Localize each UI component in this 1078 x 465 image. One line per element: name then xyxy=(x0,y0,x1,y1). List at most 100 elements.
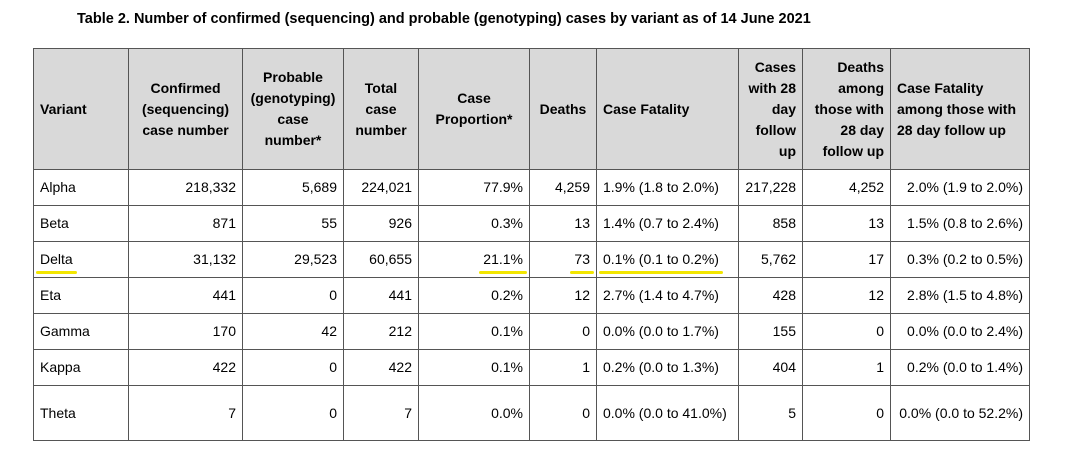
cell-fatality: 2.7% (1.4 to 4.7%) xyxy=(596,277,739,314)
cell-value: 4,252 xyxy=(848,179,884,195)
header-deaths: Deaths xyxy=(529,48,597,170)
cell-followup-fatality: 0.0% (0.0 to 2.4%) xyxy=(890,313,1030,350)
cell-followup-deaths: 17 xyxy=(802,241,891,278)
cell-value: 29,523 xyxy=(294,251,337,267)
cell-total: 926 xyxy=(343,205,419,242)
cell-deaths: 73 xyxy=(529,241,597,278)
cell-probable: 29,523 xyxy=(242,241,344,278)
cell-probable: 5,689 xyxy=(242,169,344,206)
cell-value: 0 xyxy=(329,359,337,375)
header-followup-cases: Cases with 28 day follow up xyxy=(738,48,803,170)
cell-deaths: 12 xyxy=(529,277,597,314)
cell-value: 0.2% (0.0 to 1.4%) xyxy=(907,359,1023,375)
cell-value: 12 xyxy=(868,287,884,303)
header-variant: Variant xyxy=(33,48,129,170)
cell-followup-deaths: 0 xyxy=(802,385,891,441)
cell-followup-cases: 217,228 xyxy=(738,169,803,206)
cell-value: 422 xyxy=(388,359,412,375)
cell-followup-cases: 428 xyxy=(738,277,803,314)
cell-followup-deaths: 13 xyxy=(802,205,891,242)
cell-value: 155 xyxy=(772,323,796,339)
table-row: Beta 871 55 926 0.3% 13 1.4% (0.7 to 2.4%) 858 1… xyxy=(33,205,1030,242)
cell-confirmed: 7 xyxy=(128,385,243,441)
cell-value: 13 xyxy=(868,215,884,231)
table-row: Delta 31,132 29,523 60,655 21.1% 73 0.1% (0.1 … xyxy=(33,241,1030,278)
cell-value: 441 xyxy=(212,287,236,303)
cell-fatality: 1.4% (0.7 to 2.4%) xyxy=(596,205,739,242)
table-row: Kappa 422 0 422 0.1% 1 0.2% (0.0 to 1.3%) 404 1 0… xyxy=(33,349,1030,386)
cell-total: 212 xyxy=(343,313,419,350)
table-body: Alpha 218,332 5,689 224,021 77.9% 4,259 1.9% (… xyxy=(33,169,1030,441)
cell-value: 441 xyxy=(388,287,412,303)
cell-value: 0 xyxy=(582,404,590,421)
header-fatality: Case Fatality xyxy=(596,48,739,170)
cell-value: 1.5% (0.8 to 2.6%) xyxy=(907,215,1023,231)
cell-followup-fatality: 2.0% (1.9 to 2.0%) xyxy=(890,169,1030,206)
cell-value: 404 xyxy=(772,359,796,375)
cell-confirmed: 871 xyxy=(128,205,243,242)
cell-probable: 0 xyxy=(242,385,344,441)
cell-value: 0.0% (0.0 to 41.0%) xyxy=(603,404,727,421)
cell-value: 5,762 xyxy=(760,251,796,267)
cell-value: 7 xyxy=(228,404,236,421)
table-row: Theta 7 0 7 0.0% 0 0.0% (0.0 to 41.0%) 5 0 0.0% (… xyxy=(33,385,1030,441)
cell-value: 224,021 xyxy=(361,179,412,195)
cell-value: 1.9% (1.8 to 2.0%) xyxy=(603,179,719,195)
cell-variant: Beta xyxy=(33,205,129,242)
cell-value: 0 xyxy=(582,323,590,339)
cell-value: 1 xyxy=(582,359,590,375)
table-caption: Table 2. Number of confirmed (sequencing… xyxy=(77,11,811,27)
cell-proportion: 0.2% xyxy=(418,277,530,314)
cell-proportion: 0.1% xyxy=(418,313,530,350)
cell-value: 5 xyxy=(788,404,796,421)
cell-value: 7 xyxy=(404,404,412,421)
cell-deaths: 1 xyxy=(529,349,597,386)
cell-followup-cases: 155 xyxy=(738,313,803,350)
cell-value: Theta xyxy=(40,404,76,421)
cell-value: Kappa xyxy=(40,359,81,375)
cell-value: 2.8% (1.5 to 4.8%) xyxy=(907,287,1023,303)
cell-deaths: 0 xyxy=(529,385,597,441)
cell-value: 0.2% xyxy=(491,287,523,303)
cell-probable: 0 xyxy=(242,277,344,314)
cell-proportion: 0.3% xyxy=(418,205,530,242)
cell-value: 212 xyxy=(388,323,412,339)
cell-variant: Theta xyxy=(33,385,129,441)
cell-followup-deaths: 4,252 xyxy=(802,169,891,206)
cell-value: 428 xyxy=(772,287,796,303)
cell-variant: Kappa xyxy=(33,349,129,386)
cell-value: 1 xyxy=(876,359,884,375)
cell-deaths: 4,259 xyxy=(529,169,597,206)
header-proportion: Case Proportion* xyxy=(418,48,530,170)
cell-value: 0.0% (0.0 to 52.2%) xyxy=(899,404,1023,421)
cell-value: 858 xyxy=(772,215,796,231)
cell-fatality: 1.9% (1.8 to 2.0%) xyxy=(596,169,739,206)
cell-value: 0.3% xyxy=(491,215,523,231)
cell-value: 17 xyxy=(868,251,884,267)
cell-variant: Gamma xyxy=(33,313,129,350)
cell-value: 0.3% (0.2 to 0.5%) xyxy=(907,251,1023,267)
cell-value: 4,259 xyxy=(554,179,590,195)
cell-followup-cases: 5 xyxy=(738,385,803,441)
cell-value: 170 xyxy=(212,323,236,339)
cell-value: 60,655 xyxy=(369,251,412,267)
cell-value: 77.9% xyxy=(483,179,523,195)
cell-confirmed: 170 xyxy=(128,313,243,350)
cell-value: 0 xyxy=(329,287,337,303)
cell-total: 60,655 xyxy=(343,241,419,278)
header-followup-deaths: Deaths among those with 28 day follow up xyxy=(802,48,891,170)
cell-value: 0 xyxy=(876,323,884,339)
cell-followup-deaths: 1 xyxy=(802,349,891,386)
cell-probable: 42 xyxy=(242,313,344,350)
cell-value: 1.4% (0.7 to 2.4%) xyxy=(603,215,719,231)
cell-fatality: 0.2% (0.0 to 1.3%) xyxy=(596,349,739,386)
cell-total: 441 xyxy=(343,277,419,314)
cell-value: 2.7% (1.4 to 4.7%) xyxy=(603,287,719,303)
cell-variant: Delta xyxy=(33,241,129,278)
cell-followup-fatality: 1.5% (0.8 to 2.6%) xyxy=(890,205,1030,242)
table-row: Gamma 170 42 212 0.1% 0 0.0% (0.0 to 1.7%) 155 0… xyxy=(33,313,1030,350)
cell-deaths: 13 xyxy=(529,205,597,242)
header-confirmed: Confirmed (sequencing) case number xyxy=(128,48,243,170)
cell-value: 0.1% (0.1 to 0.2%) xyxy=(599,249,723,274)
cell-followup-fatality: 2.8% (1.5 to 4.8%) xyxy=(890,277,1030,314)
